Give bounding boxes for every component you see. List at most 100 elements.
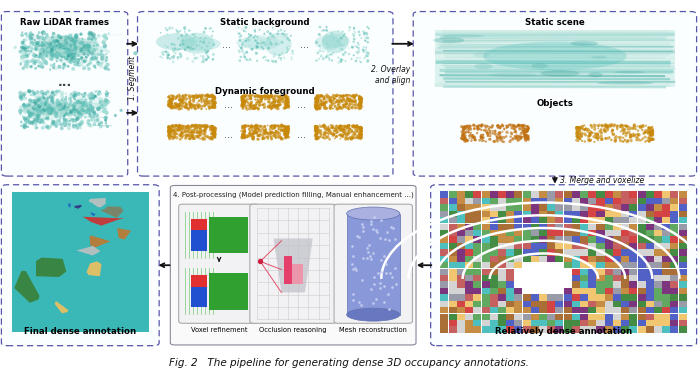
Bar <box>514 230 522 236</box>
Bar <box>514 224 522 230</box>
Point <box>236 97 247 103</box>
Point <box>644 138 655 144</box>
Point <box>463 123 475 129</box>
Point <box>266 41 277 47</box>
Point <box>183 127 194 133</box>
Point <box>192 134 203 140</box>
Point <box>72 58 83 64</box>
Point <box>331 134 342 140</box>
Point <box>333 28 344 34</box>
Point <box>347 124 358 129</box>
Point <box>205 136 216 142</box>
Bar <box>604 204 613 211</box>
Bar <box>630 211 637 217</box>
Point <box>51 38 62 44</box>
Point <box>355 125 366 131</box>
Point <box>47 52 58 58</box>
Point <box>191 92 202 98</box>
Point <box>29 60 40 66</box>
Point <box>276 96 287 102</box>
Point <box>70 47 82 53</box>
Point <box>579 127 591 133</box>
Bar <box>564 275 572 281</box>
Bar <box>482 301 489 307</box>
Point <box>82 41 94 47</box>
Point <box>237 134 248 140</box>
Point <box>474 126 485 132</box>
Point <box>101 57 112 63</box>
Point <box>265 124 276 130</box>
Bar <box>646 204 654 211</box>
Ellipse shape <box>597 81 654 84</box>
Point <box>246 96 257 102</box>
Point <box>210 132 221 138</box>
Point <box>163 135 174 141</box>
Point <box>314 106 325 112</box>
Point <box>468 134 479 140</box>
Point <box>320 126 332 132</box>
Point <box>319 94 330 100</box>
Point <box>268 96 279 102</box>
Bar <box>564 262 572 269</box>
Point <box>246 92 258 98</box>
Point <box>65 106 76 112</box>
Bar <box>440 236 449 243</box>
Point <box>617 122 628 128</box>
Point <box>286 56 297 62</box>
Point <box>192 103 203 109</box>
Point <box>35 94 46 100</box>
Point <box>346 134 357 140</box>
Point <box>255 93 267 99</box>
Text: 1. Segment: 1. Segment <box>128 56 137 100</box>
Point <box>281 32 292 38</box>
Point <box>267 126 279 132</box>
Point <box>571 134 582 140</box>
Point <box>338 125 349 131</box>
Point <box>177 98 188 104</box>
Bar <box>530 191 539 198</box>
Point <box>334 101 345 107</box>
Point <box>60 38 71 44</box>
Point <box>275 99 286 105</box>
Point <box>25 30 36 36</box>
Bar <box>547 191 555 198</box>
Point <box>186 128 197 134</box>
Point <box>318 102 329 108</box>
Point <box>82 63 93 69</box>
Point <box>52 55 63 61</box>
Point <box>43 33 54 39</box>
Point <box>64 116 75 122</box>
Point <box>191 39 202 45</box>
Point <box>465 126 476 132</box>
Bar <box>637 249 646 256</box>
Point <box>259 104 270 110</box>
Bar <box>604 307 613 313</box>
Point <box>65 42 76 48</box>
Ellipse shape <box>56 102 94 116</box>
Point <box>255 99 266 105</box>
Bar <box>630 288 637 294</box>
FancyBboxPatch shape <box>179 204 260 323</box>
Bar <box>597 294 604 301</box>
Point <box>237 132 248 138</box>
Point <box>175 133 186 139</box>
Bar <box>473 288 482 294</box>
Point <box>343 128 354 134</box>
Point <box>59 113 70 119</box>
Point <box>510 129 521 135</box>
Point <box>196 106 207 112</box>
Point <box>70 102 81 108</box>
Bar <box>539 211 547 217</box>
Point <box>84 113 96 119</box>
Bar <box>473 191 482 198</box>
Point <box>207 93 218 99</box>
Point <box>47 108 58 114</box>
Point <box>283 131 294 137</box>
Point <box>54 34 66 40</box>
Point <box>66 51 77 57</box>
Point <box>280 102 291 108</box>
Point <box>342 92 353 98</box>
Bar <box>473 224 482 230</box>
Point <box>315 97 327 103</box>
Point <box>207 130 218 136</box>
